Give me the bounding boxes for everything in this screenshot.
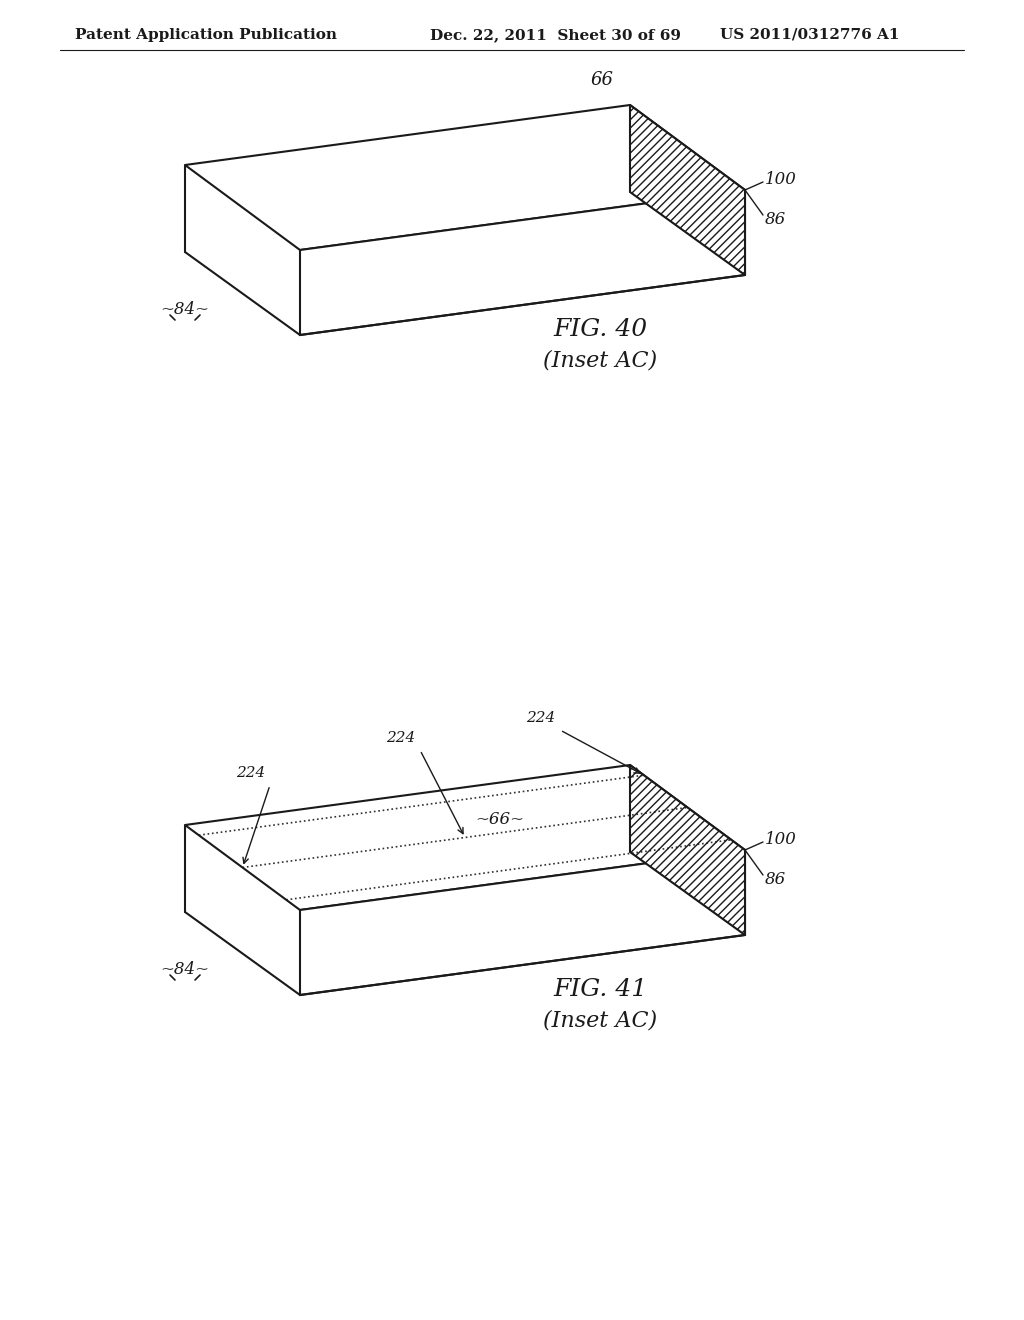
Text: (Inset AC): (Inset AC) (543, 348, 657, 371)
Text: ~84~: ~84~ (161, 301, 210, 318)
Text: 224: 224 (236, 766, 265, 780)
Polygon shape (630, 766, 745, 935)
Text: FIG. 40: FIG. 40 (553, 318, 647, 342)
Polygon shape (185, 766, 745, 909)
Text: ~84~: ~84~ (161, 961, 210, 978)
Text: 224: 224 (386, 731, 415, 744)
Text: 100: 100 (765, 832, 797, 849)
Polygon shape (300, 850, 745, 995)
Text: 224: 224 (525, 711, 555, 725)
Text: 66: 66 (590, 71, 613, 88)
Text: (Inset AC): (Inset AC) (543, 1008, 657, 1031)
Text: Dec. 22, 2011  Sheet 30 of 69: Dec. 22, 2011 Sheet 30 of 69 (430, 28, 681, 42)
Text: Patent Application Publication: Patent Application Publication (75, 28, 337, 42)
Text: 86: 86 (765, 871, 786, 888)
Polygon shape (185, 106, 745, 249)
Text: 100: 100 (765, 172, 797, 189)
Polygon shape (300, 190, 745, 335)
Text: FIG. 41: FIG. 41 (553, 978, 647, 1002)
Text: 86: 86 (765, 211, 786, 228)
Polygon shape (630, 106, 745, 275)
Text: US 2011/0312776 A1: US 2011/0312776 A1 (720, 28, 899, 42)
Text: ~66~: ~66~ (475, 812, 524, 829)
